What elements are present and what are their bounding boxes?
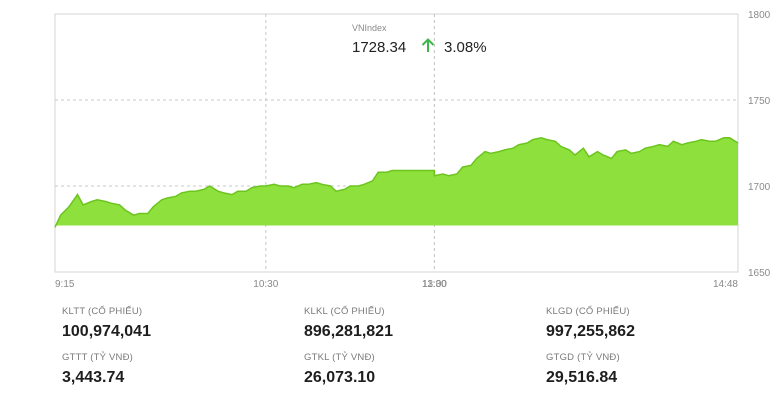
stat-value: 3,443.74 (62, 369, 125, 386)
stat-klkl: KLKL (CỔ PHIẾU) 896,281,821 (304, 306, 393, 341)
y-tick-label: 1700 (748, 182, 771, 193)
arrow-up-icon (421, 38, 435, 52)
index-name: VNIndex (352, 23, 387, 33)
x-tick-label: 9:15 (55, 279, 75, 290)
stat-value: 26,073.10 (304, 369, 376, 386)
stat-kltt: KLTT (CỔ PHIẾU) 100,974,041 (62, 306, 151, 341)
price-area (55, 137, 738, 228)
stat-klgd: KLGD (CỔ PHIẾU) 997,255,862 (546, 306, 635, 341)
stat-value: 896,281,821 (304, 323, 393, 340)
y-tick-label: 1750 (748, 96, 771, 107)
stat-label: KLKL (CỔ PHIẾU) (304, 306, 385, 317)
stat-label: KLTT (CỔ PHIẾU) (62, 306, 143, 317)
stat-label: GTGD (TỶ VNĐ) (546, 352, 620, 363)
y-tick-label: 1650 (748, 268, 771, 279)
index-value: 1728.34 (352, 39, 406, 56)
price-line (54, 137, 739, 228)
index-change: 3.08% (444, 39, 487, 56)
y-tick-label: 1800 (748, 10, 771, 21)
x-tick-label: 10:30 (253, 279, 278, 290)
stat-value: 997,255,862 (546, 323, 635, 340)
x-tick-label: 14:48 (713, 279, 738, 290)
stat-gtkl: GTKL (TỶ VNĐ) 26,073.10 (304, 352, 375, 387)
stat-label: GTKL (TỶ VNĐ) (304, 352, 375, 363)
stat-value: 29,516.84 (546, 369, 618, 386)
stat-value: 100,974,041 (62, 323, 151, 340)
stat-label: GTTT (TỶ VNĐ) (62, 352, 134, 363)
stat-label: KLGD (CỔ PHIẾU) (546, 306, 630, 317)
x-tick-label: 13:00 (422, 279, 447, 290)
stat-gttt: GTTT (TỶ VNĐ) 3,443.74 (62, 352, 133, 387)
x-tick-label: 11:30 (422, 279, 447, 290)
stat-gtgd: GTGD (TỶ VNĐ) 29,516.84 (546, 352, 620, 387)
y-axis-ticks: 1650 1700 1750 1800 (748, 10, 771, 279)
